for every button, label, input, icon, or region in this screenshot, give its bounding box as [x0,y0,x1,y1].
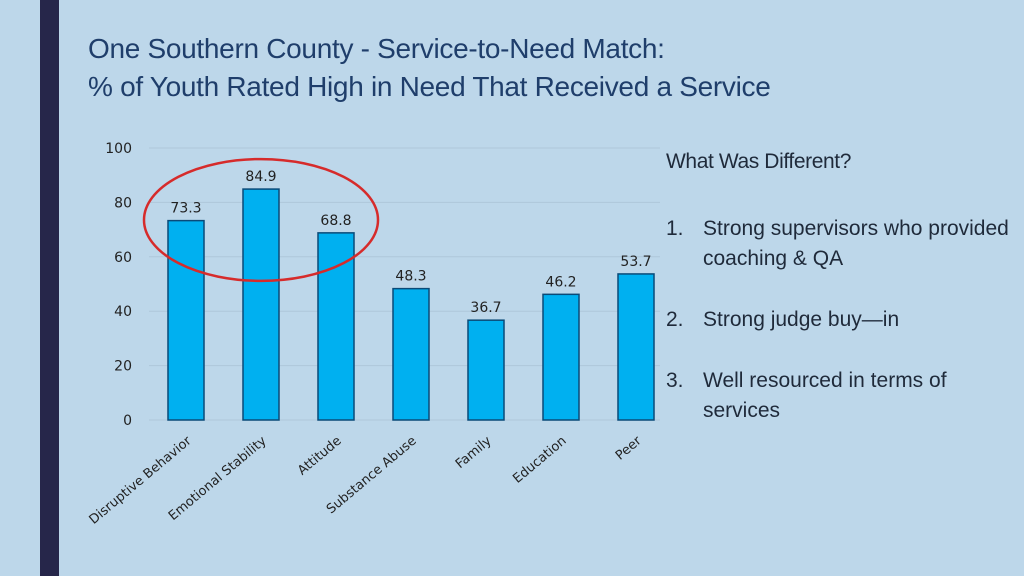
note-item-1: 1. Strong supervisors who provided coach… [666,214,1011,274]
highlight-ellipse [142,157,380,283]
title-line-2: % of Youth Rated High in Need That Recei… [88,71,771,102]
note-item-3: 3. Well resourced in terms of services [666,366,1011,426]
note-number: 2. [666,308,684,331]
bar [392,287,430,421]
y-tick-label: 0 [123,413,132,429]
data-label: 73.3 [170,201,201,217]
y-tick-label: 100 [105,141,132,157]
bar [242,188,280,421]
data-label: 36.7 [470,300,501,316]
notes-panel: What Was Different? 1. Strong supervisor… [666,150,1011,457]
bar [167,219,205,421]
data-label: 68.8 [320,213,351,229]
note-number: 3. [666,369,684,392]
x-category-label: Family [453,433,495,472]
note-text: Well resourced in terms of services [703,369,947,422]
y-tick-label: 60 [114,250,132,266]
data-label: 53.7 [620,254,651,270]
y-tick-label: 80 [114,195,132,211]
left-accent-bar [40,0,59,576]
notes-heading: What Was Different? [666,150,851,173]
title-line-1: One Southern County - Service-to-Need Ma… [88,33,665,64]
note-number: 1. [666,217,684,240]
y-tick-label: 20 [114,359,132,375]
note-item-2: 2. Strong judge buy—in [666,305,1011,335]
y-tick-label: 40 [114,304,132,320]
page-title: One Southern County - Service-to-Need Ma… [88,30,771,106]
data-label: 48.3 [395,269,426,285]
bar [617,273,655,421]
note-text: Strong supervisors who provided coaching… [703,217,1009,270]
bar [542,293,580,421]
bar [317,232,355,421]
bar [467,319,505,421]
x-category-label: Education [510,434,569,487]
data-label: 84.9 [245,169,276,185]
x-category-label: Peer [613,433,645,463]
data-label: 46.2 [545,274,576,290]
note-text: Strong judge buy—in [703,308,900,331]
x-category-label: Attitude [295,434,345,479]
